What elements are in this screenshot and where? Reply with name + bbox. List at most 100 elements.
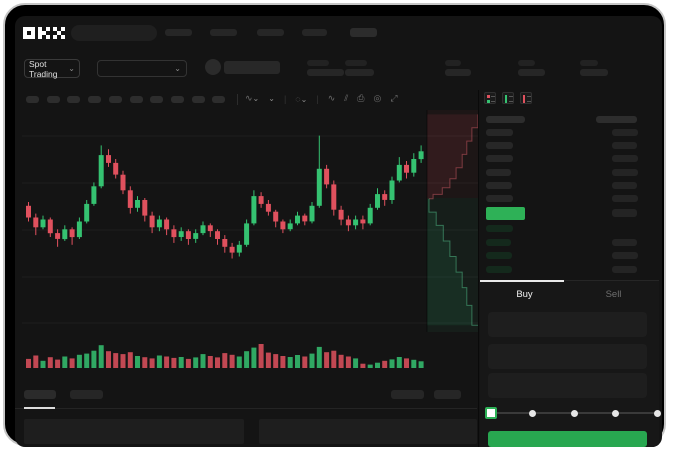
ask-row-price-skeleton[interactable] [486,168,511,176]
buy-button[interactable] [488,431,647,447]
timeframe-slot[interactable] [129,96,143,103]
line-tool-icon[interactable]: ∿ [327,93,336,103]
amount-slider[interactable] [480,401,661,423]
stat-label-skeleton [345,60,367,66]
slider-step-dot[interactable] [612,409,619,417]
bottom-tab-skeleton[interactable] [70,390,103,399]
bid-row-price-skeleton[interactable] [486,225,513,232]
ask-row-amount-skeleton[interactable] [612,155,638,163]
pair-dropdown[interactable]: ⌄ [97,60,187,77]
timeframe-slot[interactable] [150,96,164,103]
timeframe-slot[interactable] [191,96,205,103]
book-col-header-skeleton [486,116,525,123]
ask-row-price-skeleton[interactable] [486,142,513,150]
slider-handle[interactable] [485,407,497,419]
fullscreen-icon[interactable]: ⤢ [390,93,398,103]
amount-field[interactable] [488,344,647,369]
slider-step-dot[interactable] [653,409,661,417]
book-col-header-skeleton [596,116,637,123]
interval-chevron-icon[interactable]: ⌄ [268,93,275,103]
screenshot-icon[interactable]: ⎙ [357,93,365,103]
device-frame: Spot Trading ⌄ ⌄ [3,3,666,447]
ticker-bar: Spot Trading ⌄ ⌄ [15,54,662,90]
ask-row-price-skeleton[interactable] [486,129,513,136]
nav-item[interactable] [210,29,237,36]
stat-value-skeleton [307,69,344,76]
tab-buy[interactable]: Buy [516,289,533,300]
ask-row-price-skeleton[interactable] [486,195,513,202]
ask-row-amount-skeleton[interactable] [612,168,638,176]
ask-row-price-skeleton[interactable] [486,181,512,189]
chart-toolbar: ∿⌄ ⌄ | ◌⌄ | ∿ ⫽ ⎙ ◎ ⤢ [15,90,477,110]
search-input[interactable] [71,25,157,41]
book-both-icon[interactable] [484,92,496,104]
nav-item[interactable] [257,29,284,36]
timeframe-slot[interactable] [67,96,81,103]
market-type-dropdown[interactable]: Spot Trading ⌄ [24,58,80,79]
market-type-label: Spot Trading [29,58,58,79]
timeframe-slot[interactable] [108,96,122,103]
chevron-down-icon: ⌄ [174,63,181,73]
slider-step-dot[interactable] [570,409,578,417]
bottom-action-skeleton[interactable] [391,390,424,399]
bid-row-price-skeleton[interactable] [486,252,512,260]
stat-label-skeleton [518,60,535,66]
orders-panel-skeleton [24,419,244,444]
timeframe-slot[interactable] [212,96,226,103]
chevron-down-icon: ⌄ [68,63,75,73]
bottom-divider [15,408,477,409]
stat-value-skeleton [345,69,374,76]
bottom-tab-active-skeleton[interactable] [24,390,56,399]
orders-panel-skeleton [259,419,477,444]
tab-sell[interactable]: Sell [605,289,622,300]
nav-item-highlighted[interactable] [350,28,377,37]
order-panel: Buy Sell [480,90,661,447]
coin-avatar [205,59,221,75]
price-field[interactable] [488,312,647,337]
timeframe-slot[interactable] [88,96,102,103]
book-asks-icon[interactable] [520,92,532,104]
trade-form: Buy Sell [480,280,661,447]
timeframe-slot[interactable] [46,96,60,103]
book-cell-skeleton [612,209,637,217]
ask-row-price-skeleton[interactable] [486,155,513,163]
toolbar-divider: | [316,93,319,104]
book-bids-icon[interactable] [502,92,514,104]
nav-item[interactable] [165,29,192,36]
top-nav [15,16,662,54]
ask-row-amount-skeleton[interactable] [612,142,637,150]
stat-label-skeleton [445,60,461,66]
ask-row-amount-skeleton[interactable] [612,181,637,189]
ask-row-amount-skeleton[interactable] [612,195,638,202]
ask-row-amount-skeleton[interactable] [612,129,638,136]
settings-icon[interactable]: ◎ [373,93,382,103]
bottom-action-skeleton[interactable] [434,390,461,399]
last-price-highlight[interactable] [486,207,525,220]
panel-divider [478,90,479,447]
active-tab-underline [24,407,55,409]
slider-step-dot[interactable] [529,409,536,417]
timeframe-slot[interactable] [170,96,184,103]
bid-row-amount-skeleton[interactable] [612,266,637,274]
okx-logo [23,27,65,39]
chart-style-icon[interactable]: ∿⌄ [245,93,260,103]
stat-label-skeleton [580,60,598,66]
toolbar-divider [237,94,238,105]
nav-item[interactable] [302,29,327,36]
bid-row-price-skeleton[interactable] [486,238,511,246]
timeframe-slot[interactable] [26,96,39,103]
bid-row-amount-skeleton[interactable] [612,252,638,260]
candlestick-chart[interactable] [22,110,479,370]
stat-value-skeleton [518,69,545,76]
bid-row-price-skeleton[interactable] [486,266,512,274]
draw-tool-icon[interactable]: ⫽ [344,93,349,103]
bid-row-amount-skeleton[interactable] [612,238,637,246]
stat-label-skeleton [307,60,329,66]
app-window: Spot Trading ⌄ ⌄ [15,16,662,447]
stat-value-skeleton [580,69,608,76]
pair-title-skeleton [224,61,280,74]
indicators-icon[interactable]: ◌⌄ [295,93,308,104]
buy-tab-indicator [480,280,564,282]
total-field[interactable] [488,373,647,398]
